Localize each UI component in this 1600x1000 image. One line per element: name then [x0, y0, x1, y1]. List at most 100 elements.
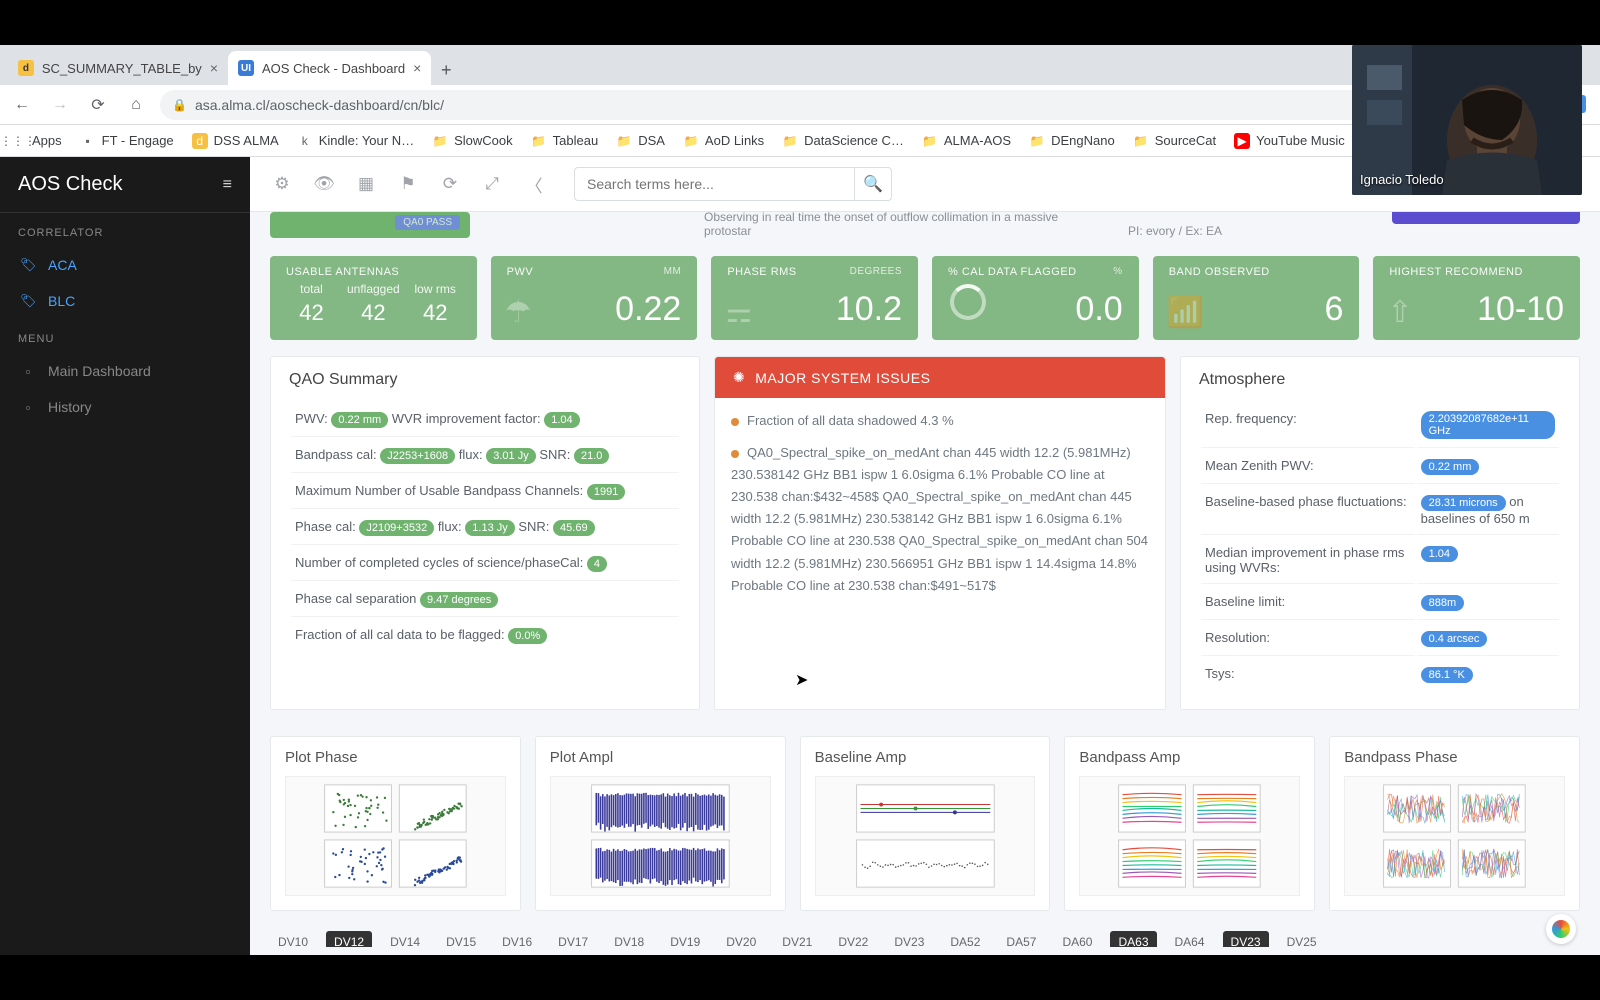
refresh-icon[interactable]: ⟳	[438, 174, 462, 194]
gear-icon[interactable]: ⚙	[270, 174, 294, 194]
progress-ring-icon	[950, 284, 986, 320]
bookmark-label: DataScience C…	[804, 133, 904, 148]
bookmark-item[interactable]: dDSS ALMA	[192, 133, 279, 149]
bookmark-item[interactable]: 📁SlowCook	[432, 133, 513, 149]
issues-title: MAJOR SYSTEM ISSUES	[755, 370, 930, 386]
panel-title: Atmosphere	[1199, 371, 1561, 389]
bottom-tab[interactable]: DV23	[886, 931, 932, 947]
plot-card[interactable]: Bandpass Phase	[1329, 736, 1580, 911]
bottom-tab[interactable]: DV15	[438, 931, 484, 947]
plot-card[interactable]: Plot Phase	[270, 736, 521, 911]
bottom-tab[interactable]: DV16	[494, 931, 540, 947]
bookmark-icon: k	[297, 133, 313, 149]
mouse-cursor: ➤	[795, 670, 808, 690]
bookmark-item[interactable]: 📁 SourceCat	[1133, 133, 1216, 149]
plot-thumbnail	[1344, 776, 1565, 896]
plot-card[interactable]: Bandpass Amp	[1064, 736, 1315, 911]
address-bar[interactable]: 🔒 asa.alma.cl/aoscheck-dashboard/cn/blc/	[160, 90, 1532, 120]
close-tab-icon[interactable]: ×	[210, 60, 218, 76]
bookmark-item[interactable]: 📁Tableau	[531, 133, 599, 149]
plot-thumbnail	[550, 776, 771, 896]
search-input[interactable]	[574, 167, 854, 201]
plot-card[interactable]: Plot Ampl	[535, 736, 786, 911]
sidebar-item[interactable]: ▫Main Dashboard	[0, 353, 250, 389]
bottom-tab[interactable]: DV21	[774, 931, 820, 947]
bottom-tab[interactable]: DV18	[606, 931, 652, 947]
browser-tab[interactable]: d SC_SUMMARY_TABLE_by ×	[8, 51, 228, 85]
chevron-left-icon[interactable]: 〈	[522, 172, 546, 197]
bottom-tab[interactable]: DV22	[830, 931, 876, 947]
bottom-tab[interactable]: DA64	[1167, 931, 1213, 947]
bottom-tab[interactable]: DA63	[1110, 931, 1156, 947]
bookmark-icon: 📁	[432, 133, 448, 149]
bookmark-label: SourceCat	[1155, 133, 1216, 148]
bookmark-item[interactable]: 📁DataScience C…	[782, 133, 904, 149]
reload-button[interactable]: ⟳	[84, 91, 112, 119]
qa0-pass-badge: QA0 PASS	[395, 215, 460, 230]
bottom-tab[interactable]: DV10	[270, 931, 316, 947]
issue-item: Fraction of all data shadowed 4.3 %	[731, 410, 1149, 432]
favicon: UI	[238, 60, 254, 76]
bookmark-item[interactable]: ▪FT - Engage	[80, 133, 174, 149]
bookmark-item[interactable]: 📁DSA	[616, 133, 665, 149]
purple-card-sliver	[1392, 212, 1580, 224]
grid-icon[interactable]: ▦	[354, 174, 378, 194]
sidebar-item[interactable]: 🏷BLC	[0, 283, 250, 319]
webcam-overlay: Ignacio Toledo	[1352, 45, 1582, 195]
sidebar-item-icon: 🏷	[20, 257, 36, 273]
url-text: asa.alma.cl/aoscheck-dashboard/cn/blc/	[195, 97, 444, 113]
bookmark-item[interactable]: 📁AoD Links	[683, 133, 764, 149]
plot-title: Bandpass Phase	[1344, 749, 1565, 766]
bookmark-label: YouTube Music	[1256, 133, 1345, 148]
stat-highest-recommend: HIGHEST RECOMMEND ⇧ 10-10	[1373, 256, 1580, 340]
corner-badge[interactable]	[1546, 914, 1576, 944]
bookmark-icon: ▶	[1234, 133, 1250, 149]
menu-collapse-icon[interactable]: ≡	[223, 176, 232, 194]
eye-icon[interactable]: 👁	[312, 174, 336, 194]
bottom-tab[interactable]: DV20	[718, 931, 764, 947]
bottom-tab[interactable]: DV23	[1223, 931, 1269, 947]
close-tab-icon[interactable]: ×	[413, 60, 421, 76]
issues-panel: ✺ MAJOR SYSTEM ISSUES Fraction of all da…	[714, 356, 1166, 710]
bookmark-label: Kindle: Your N…	[319, 133, 414, 148]
search-button[interactable]: 🔍	[854, 167, 892, 201]
bookmark-icon: 📁	[1133, 133, 1149, 149]
bottom-tab[interactable]: DV25	[1279, 931, 1325, 947]
bottom-tab[interactable]: DA60	[1054, 931, 1100, 947]
bottom-tab[interactable]: DA57	[998, 931, 1044, 947]
sidebar-item[interactable]: 🏷ACA	[0, 247, 250, 283]
bookmark-label: FT - Engage	[102, 133, 174, 148]
home-button[interactable]: ⌂	[122, 91, 150, 119]
qao-row: Phase cal separation 9.47 degrees	[291, 583, 679, 617]
bookmark-item[interactable]: ⋮⋮⋮Apps	[10, 133, 62, 149]
bottom-tab[interactable]: DV14	[382, 931, 428, 947]
sidebar-item[interactable]: ▫History	[0, 389, 250, 425]
bookmark-icon: 📁	[1029, 133, 1045, 149]
back-button[interactable]: ←	[8, 91, 36, 119]
bookmark-item[interactable]: k Kindle: Your N…	[297, 133, 414, 149]
issues-body[interactable]: Fraction of all data shadowed 4.3 % QA0_S…	[715, 398, 1165, 709]
expand-icon[interactable]: ⤢	[480, 174, 504, 194]
issue-item: QA0_Spectral_spike_on_medAnt chan 445 wi…	[731, 442, 1149, 597]
plots-row: Plot Phase Plot Ampl Baseline Amp Bandpa…	[270, 736, 1580, 911]
antenna-stat-col: low rms42	[410, 282, 461, 326]
bookmark-label: Apps	[32, 133, 62, 148]
atmosphere-row: Tsys:86.1 °K	[1201, 658, 1559, 691]
plot-card[interactable]: Baseline Amp	[800, 736, 1051, 911]
atmosphere-row: Median improvement in phase rms using WV…	[1201, 537, 1559, 584]
browser-tab[interactable]: UI AOS Check - Dashboard ×	[228, 51, 431, 85]
scroll-area[interactable]: QA0 PASS Observing in real time the onse…	[250, 212, 1600, 955]
flag-icon[interactable]: ⚑	[396, 174, 420, 194]
bookmark-item[interactable]: 📁DEngNano	[1029, 133, 1115, 149]
bottom-tab[interactable]: DV19	[662, 931, 708, 947]
forward-button[interactable]: →	[46, 91, 74, 119]
bookmark-item[interactable]: 📁ALMA-AOS	[922, 133, 1011, 149]
bookmark-item[interactable]: ▶ YouTube Music	[1234, 133, 1345, 149]
bottom-tab[interactable]: DV17	[550, 931, 596, 947]
bottom-tab[interactable]: DV12	[326, 931, 372, 947]
new-tab-button[interactable]: +	[431, 55, 461, 85]
bookmark-icon: 📁	[683, 133, 699, 149]
bottom-tab[interactable]: DA52	[942, 931, 988, 947]
atmosphere-panel: Atmosphere Rep. frequency:2.20392087682e…	[1180, 356, 1580, 710]
atmosphere-row: Resolution:0.4 arcsec	[1201, 622, 1559, 656]
